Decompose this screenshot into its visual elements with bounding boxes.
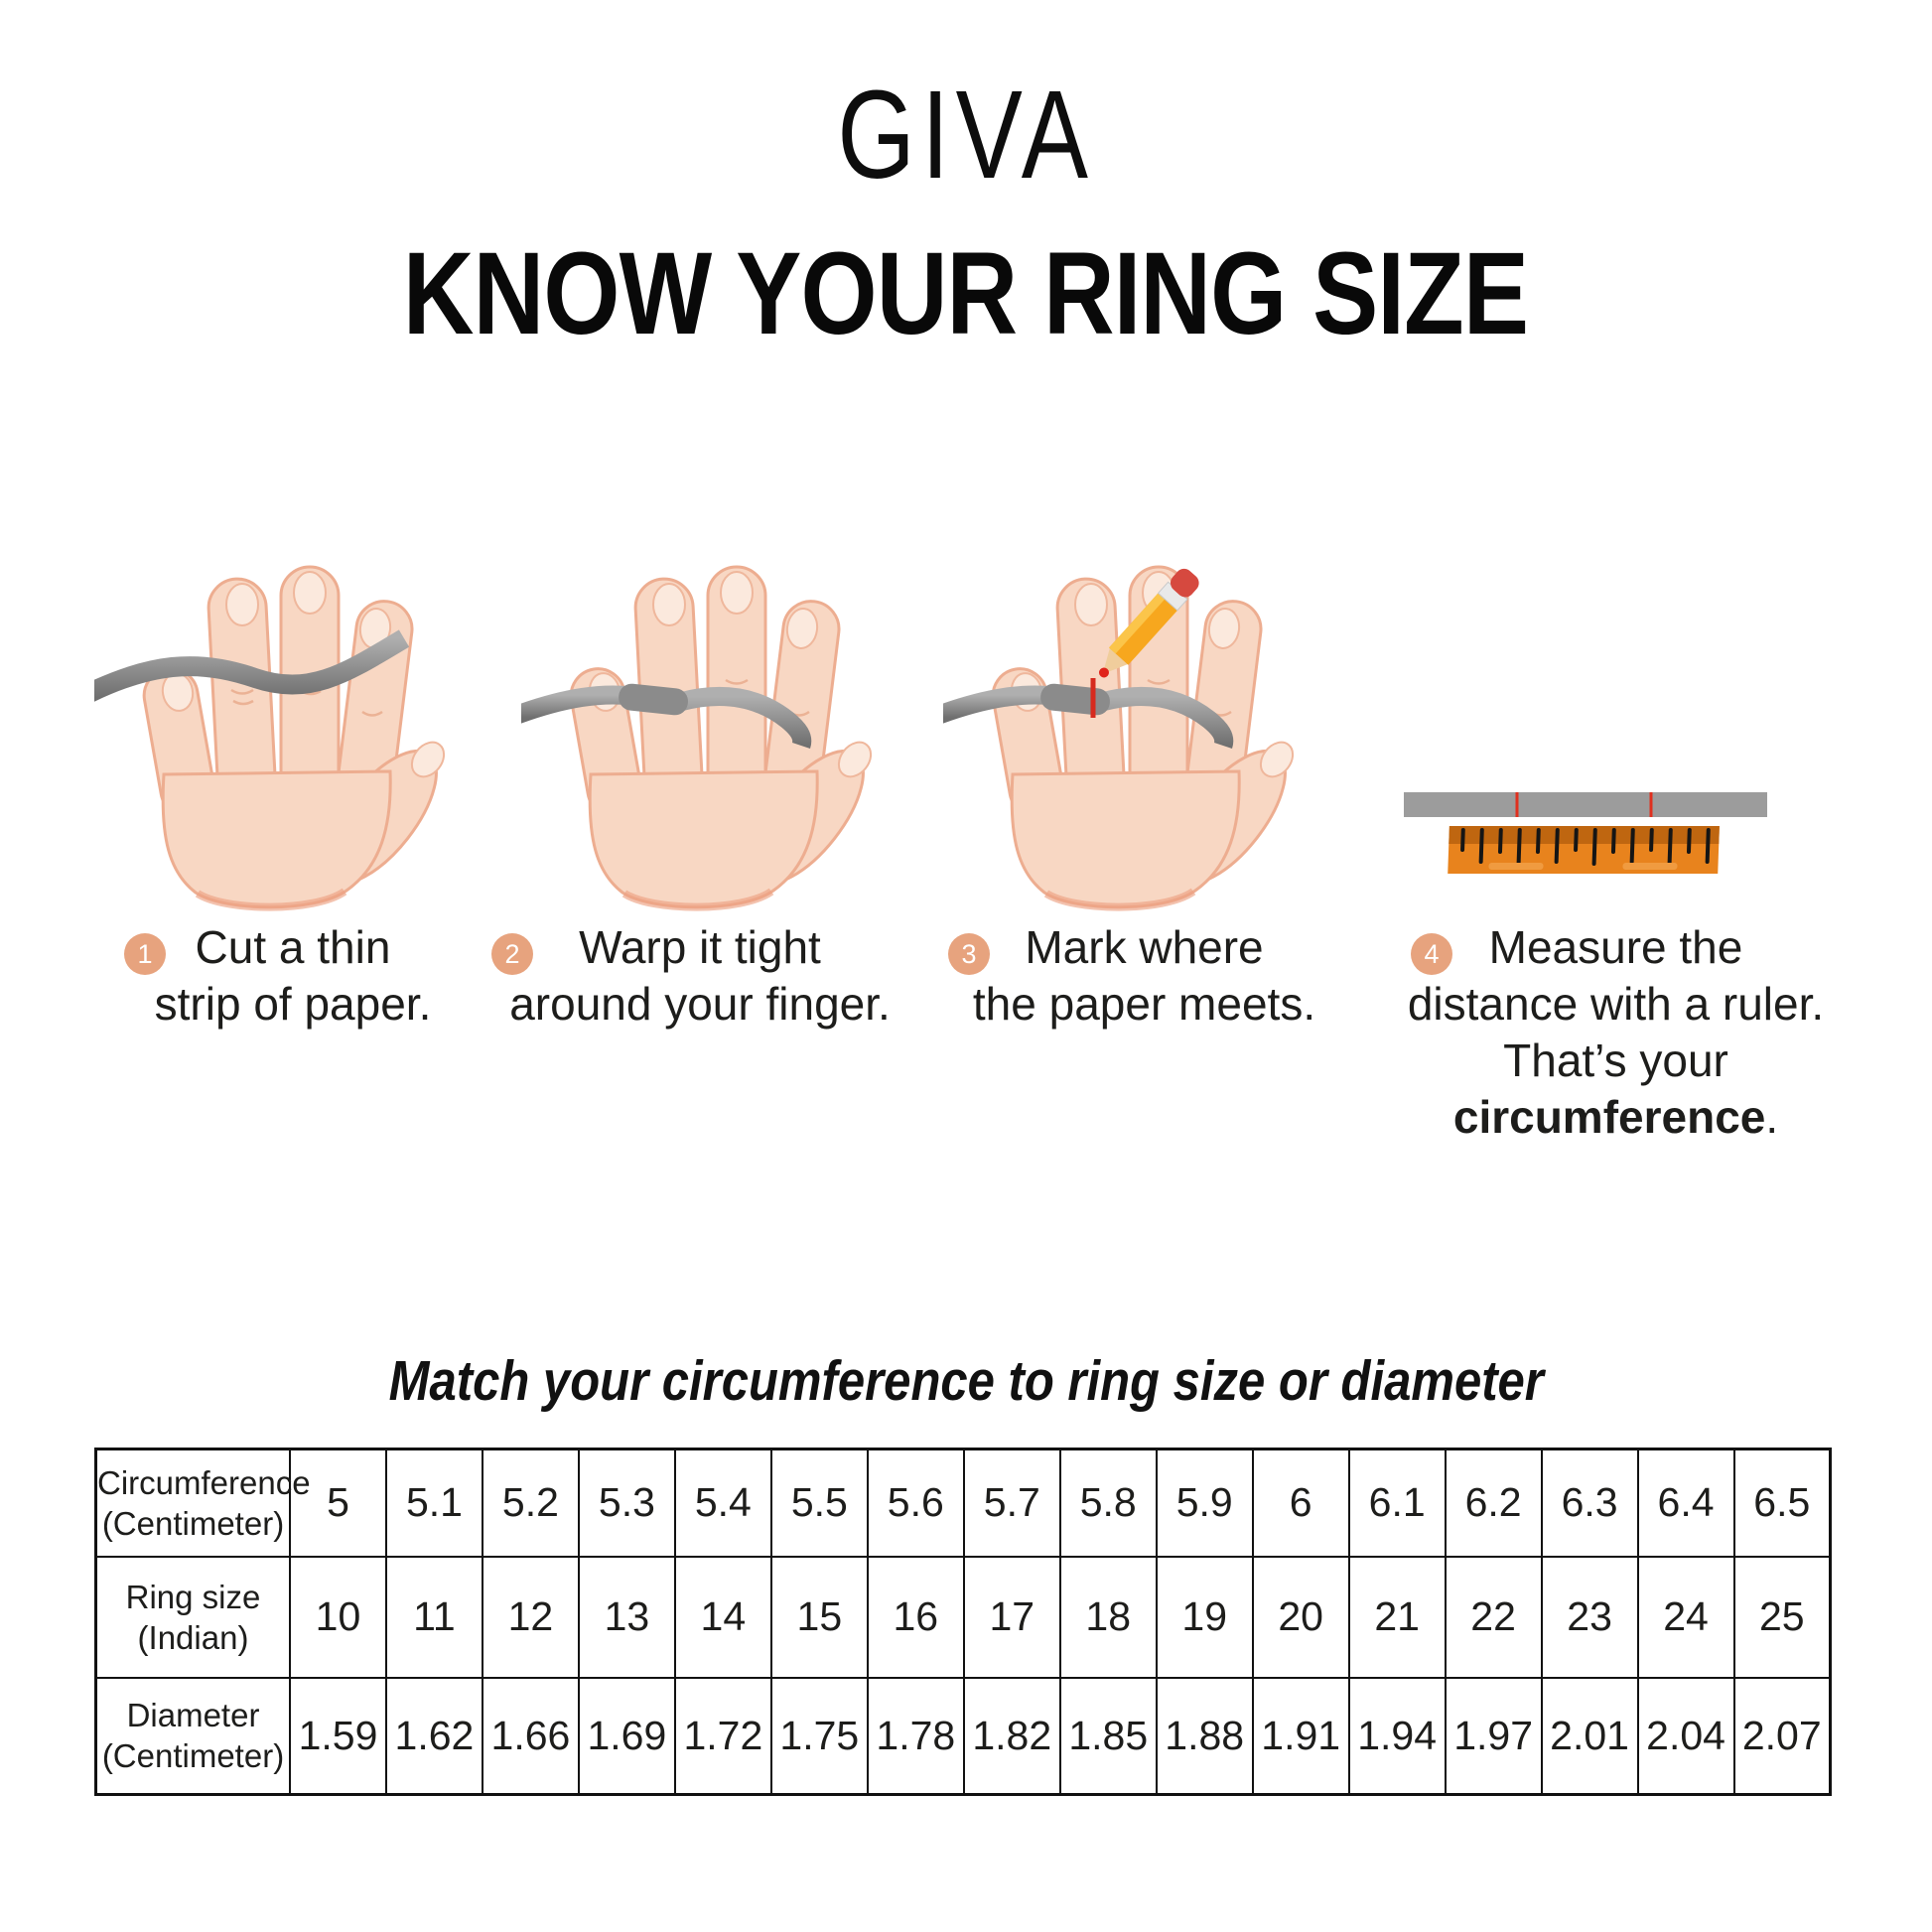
hand-pencil-mark-icon (943, 565, 1295, 911)
table-cell: 17 (962, 1555, 1061, 1679)
table-cell: 20 (1251, 1555, 1350, 1679)
step-2-text-line-1: Warp it tight (579, 921, 821, 973)
table-cell: 1.62 (384, 1676, 483, 1796)
table-cell: 5.7 (962, 1448, 1061, 1558)
step-3-text-line-1: Mark where (1025, 921, 1264, 973)
table-cell: 1.69 (577, 1676, 676, 1796)
step-1-number-badge: 1 (124, 933, 166, 975)
table-cell: 12 (481, 1555, 580, 1679)
size-table-body: Circumference (Centimeter) 5 5.1 5.2 5.3 5.4 5.… (94, 1448, 1832, 1796)
table-cell: 6.2 (1444, 1448, 1543, 1558)
table-cell: 18 (1058, 1555, 1158, 1679)
table-row: Circumference (Centimeter) 5 5.1 5.2 5.3 5.4 5.… (94, 1448, 1832, 1558)
paper-strip-wrapped (521, 683, 812, 749)
step-4-text-line-2: distance with a ruler. (1407, 978, 1825, 1030)
table-cell: 5.9 (1155, 1448, 1254, 1558)
paper-strip-flat (1404, 792, 1767, 817)
paper-strip-wrapped (943, 678, 1234, 749)
table-cell: 1.88 (1155, 1676, 1254, 1796)
row-header: Ring size (Indian) (94, 1555, 291, 1679)
table-cell: 6 (1251, 1448, 1350, 1558)
table-cell: 14 (673, 1555, 772, 1679)
table-cell: 1.97 (1444, 1676, 1543, 1796)
table-cell: 6.5 (1732, 1448, 1832, 1558)
table-cell: 2.01 (1540, 1676, 1639, 1796)
table-cell: 1.72 (673, 1676, 772, 1796)
table-cell: 1.82 (962, 1676, 1061, 1796)
step-1-caption: 1 Cut a thin strip of paper. (79, 919, 506, 1033)
hand-strip-wrapped-icon (521, 565, 873, 911)
table-cell: 6.1 (1347, 1448, 1447, 1558)
ring-size-table: Circumference (Centimeter) 5 5.1 5.2 5.3 5.4 5.… (94, 1448, 1832, 1796)
table-cell: 21 (1347, 1555, 1447, 1679)
table-cell: 19 (1155, 1555, 1254, 1679)
table-row: Diameter (Centimeter) 1.59 1.62 1.66 1.69 1.72… (94, 1676, 1832, 1796)
paper-strip (94, 629, 410, 702)
table-cell: 16 (866, 1555, 965, 1679)
page-title: KNOW YOUR RING SIZE (403, 228, 1529, 359)
step-2-caption: 2 Warp it tight around your finger. (486, 919, 913, 1033)
step-3-caption: 3 Mark where the paper meets. (928, 919, 1360, 1033)
table-cell: 1.91 (1251, 1676, 1350, 1796)
table-cell: 1.85 (1058, 1676, 1158, 1796)
step-3-number-badge: 3 (948, 933, 990, 975)
table-cell: 11 (384, 1555, 483, 1679)
table-cell: 13 (577, 1555, 676, 1679)
table-cell: 5.8 (1058, 1448, 1158, 1558)
step-1-text-line-1: Cut a thin (195, 921, 391, 973)
table-cell: 6.4 (1636, 1448, 1735, 1558)
table-cell: 6.3 (1540, 1448, 1639, 1558)
step-4-caption: 4 Measure the distance with a ruler. Tha… (1345, 919, 1886, 1146)
table-cell: 23 (1540, 1555, 1639, 1679)
table-cell: 15 (769, 1555, 869, 1679)
hand-paper-strip-icon (94, 565, 446, 911)
ruler-measure-icon (1404, 792, 1767, 874)
table-cell: 24 (1636, 1555, 1735, 1679)
pencil-icon (1098, 568, 1199, 678)
table-heading: Match your circumference to ring size or… (388, 1349, 1544, 1413)
table-row: Ring size (Indian) 10 11 12 13 14 15 16 17 18 19 20 2… (94, 1555, 1832, 1679)
table-cell: 1.59 (289, 1676, 387, 1796)
step-1-text-line-2: strip of paper. (154, 978, 432, 1030)
table-cell: 1.94 (1347, 1676, 1447, 1796)
table-cell: 5.1 (384, 1448, 483, 1558)
table-cell: 1.75 (769, 1676, 869, 1796)
row-header: Circumference (Centimeter) (94, 1448, 311, 1558)
step-4-text-line-3: That’s your circumference. (1452, 1035, 1779, 1143)
table-cell: 25 (1732, 1555, 1832, 1679)
step-2-number-badge: 2 (491, 933, 533, 975)
row-header: Diameter (Centimeter) (94, 1676, 291, 1796)
ruler-icon (1448, 826, 1720, 874)
table-cell: 5 (289, 1448, 387, 1558)
table-cell: 1.66 (481, 1676, 580, 1796)
step-3-text-line-2: the paper meets. (972, 978, 1316, 1030)
table-cell: 5.3 (577, 1448, 676, 1558)
table-cell: 1.78 (866, 1676, 965, 1796)
step-2-text-line-2: around your finger. (509, 978, 891, 1030)
table-cell: 5.5 (769, 1448, 869, 1558)
table-cell: 2.07 (1732, 1676, 1832, 1796)
step-4-text-line-1: Measure the (1488, 921, 1743, 973)
table-cell: 2.04 (1636, 1676, 1735, 1796)
table-cell: 5.4 (673, 1448, 772, 1558)
table-cell: 5.6 (866, 1448, 965, 1558)
table-cell: 5.2 (481, 1448, 580, 1558)
table-cell: 10 (289, 1555, 387, 1679)
table-cell: 22 (1444, 1555, 1543, 1679)
giva-logo: GIVA (837, 65, 1095, 205)
step-4-number-badge: 4 (1411, 933, 1452, 975)
